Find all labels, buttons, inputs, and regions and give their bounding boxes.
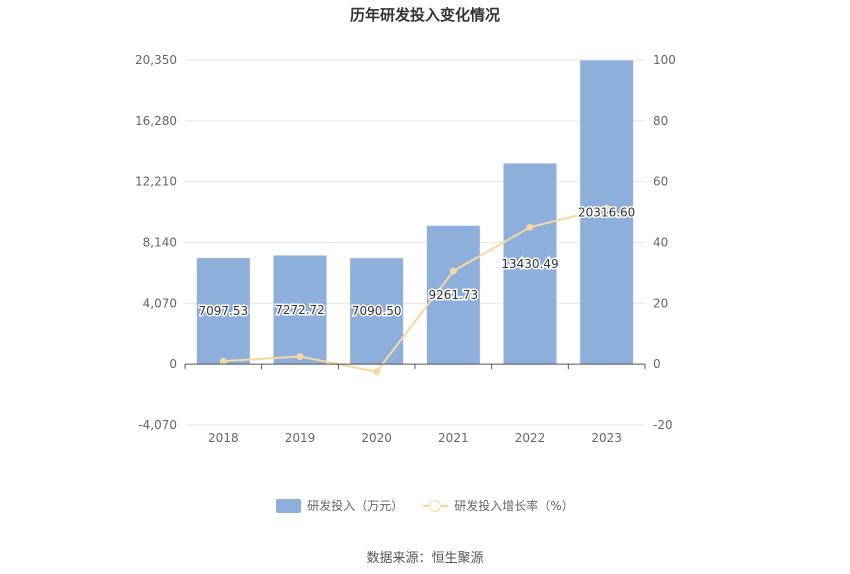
bar xyxy=(503,163,557,365)
x-tick-label: 2019 xyxy=(285,431,316,445)
legend-bar-swatch xyxy=(276,498,302,513)
data-source: 数据来源：恒生聚源 xyxy=(366,551,484,566)
x-tick-label: 2020 xyxy=(361,431,392,445)
bar-value-label: 7097.53 xyxy=(199,304,249,318)
growth-rate-line xyxy=(223,207,607,373)
bar-value-label: 13430.49 xyxy=(501,257,558,271)
legend-item-growth-rate[interactable]: 研发投入增长率（%） xyxy=(423,497,574,514)
growth-rate-point xyxy=(603,204,611,212)
bar xyxy=(273,255,327,365)
growth-rate-point xyxy=(526,223,534,231)
bar xyxy=(196,258,250,365)
growth-rate-point xyxy=(296,353,304,361)
legend: 研发投入（万元） 研发投入增长率（%） xyxy=(0,497,850,514)
y-right-tick-label: 0 xyxy=(653,357,661,371)
y-left-tick-label: 20,350 xyxy=(135,53,177,67)
legend-line-swatch xyxy=(423,499,449,513)
bar-layer xyxy=(196,60,634,365)
y-right-tick-label: 20 xyxy=(653,296,668,310)
growth-rate-point xyxy=(219,357,227,365)
bar-value-label: 20316.60 xyxy=(578,205,635,219)
y-left-tick-label: -4,070 xyxy=(138,418,177,432)
y-left-tick-label: 12,210 xyxy=(135,175,177,189)
y-right-tick-label: -20 xyxy=(653,418,673,432)
x-tick-label: 2021 xyxy=(438,431,469,445)
growth-rate-point xyxy=(449,267,457,275)
x-tick-label: 2022 xyxy=(515,431,546,445)
bar-value-label: 7090.50 xyxy=(352,304,402,318)
label-layer: 7097.53 7272.72 7090.50 9261.73 13430.49 2031… xyxy=(197,204,637,320)
legend-label-growth-rate: 研发投入增长率（%） xyxy=(454,499,574,513)
y-left-tick-label: 16,280 xyxy=(135,114,177,128)
bar xyxy=(350,258,404,365)
line-layer xyxy=(219,204,611,376)
y-right-tick-label: 100 xyxy=(653,53,676,67)
y-right-tick-label: 80 xyxy=(653,114,668,128)
chart-title: 历年研发投入变化情况 xyxy=(349,6,500,24)
y-right-tick-label: 60 xyxy=(653,175,668,189)
legend-item-rd-investment[interactable]: 研发投入（万元） xyxy=(276,497,403,514)
y-right-tick-label: 40 xyxy=(653,236,668,250)
bar-value-label: 9261.73 xyxy=(429,288,479,302)
growth-rate-point xyxy=(373,368,381,376)
y-left-tick-label: 0 xyxy=(169,357,177,371)
grid-layer xyxy=(185,59,645,426)
y-left-tick-label: 4,070 xyxy=(143,296,177,310)
y-left-tick-label: 8,140 xyxy=(143,236,177,250)
x-tick-label: 2018 xyxy=(208,431,239,445)
axis-layer: 20,350 16,280 12,210 8,140 4,070 0 -4,070 100 80… xyxy=(135,53,676,445)
legend-label-rd-investment: 研发投入（万元） xyxy=(307,499,404,513)
bar-value-label: 7272.72 xyxy=(275,303,325,317)
x-tick-label: 2023 xyxy=(591,431,622,445)
